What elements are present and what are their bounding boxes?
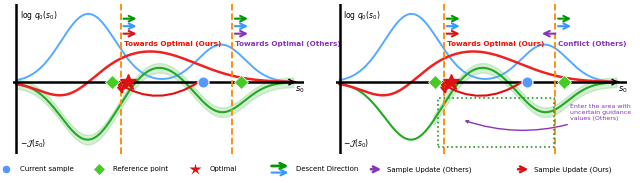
Text: $\log\,q_0(s_0)$: $\log\,q_0(s_0)$ [20,9,58,22]
Text: Descent Direction: Descent Direction [296,166,358,172]
Text: $s_0$: $s_0$ [295,84,305,95]
Text: Conflict (Others): Conflict (Others) [558,41,627,47]
Text: Towards Optimal (Others): Towards Optimal (Others) [235,41,340,47]
Bar [438,98,554,147]
Text: Towards Optimal (Ours): Towards Optimal (Ours) [124,41,221,47]
Text: $s_0$: $s_0$ [618,84,628,95]
Text: $\log\,q_0(s_0)$: $\log\,q_0(s_0)$ [343,9,381,22]
Text: Current sample: Current sample [20,166,74,172]
Text: Reference point: Reference point [113,166,168,172]
Text: Towards Optimal (Ours): Towards Optimal (Ours) [447,41,544,47]
Text: $-\mathcal{J}(s_0)$: $-\mathcal{J}(s_0)$ [20,138,46,150]
Text: $-\mathcal{J}(s_0)$: $-\mathcal{J}(s_0)$ [343,138,369,150]
Text: Enter the area with
uncertain guidance
values (Others): Enter the area with uncertain guidance v… [466,104,631,130]
Text: Sample Update (Others): Sample Update (Others) [387,166,472,173]
Text: Optimal: Optimal [209,166,237,172]
Text: Sample Update (Ours): Sample Update (Ours) [534,166,612,173]
